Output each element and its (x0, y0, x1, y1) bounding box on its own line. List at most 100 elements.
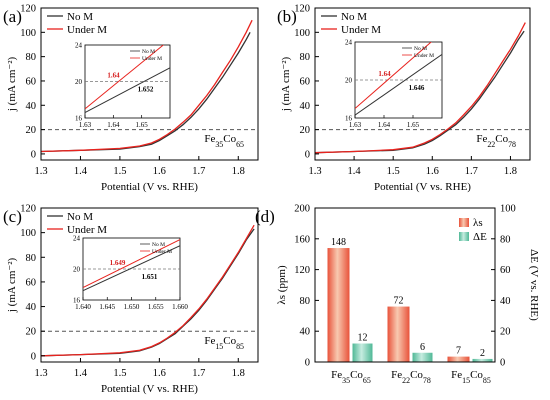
y-axis-label: j (mA cm⁻²) (280, 57, 292, 113)
y-tick-label: 0 (305, 358, 310, 369)
x-tick-label: 1.5 (113, 368, 126, 379)
y-tick-label: 0 (31, 149, 36, 160)
inset-y-tick-label: 20 (345, 77, 353, 85)
y2-tick-label: 100 (500, 204, 516, 215)
legend-swatch (459, 218, 469, 227)
legend-swatch (459, 232, 469, 241)
y-axis-label: j (mA cm⁻²) (6, 57, 18, 113)
y-tick-label: 20 (26, 327, 37, 338)
y-tick-label: 100 (20, 228, 36, 239)
inset-x-tick-label: 1.64 (378, 121, 391, 129)
panel-label: (a) (3, 7, 22, 26)
x-tick-label: 1.3 (308, 166, 321, 177)
bar-lambda-s (327, 248, 350, 362)
plot-frame (40, 207, 259, 363)
x-tick-label: 1.8 (232, 368, 245, 379)
plot-frame (314, 207, 496, 363)
inset-legend-label: No M (142, 49, 155, 55)
inset-x-tick-label: 1.65 (407, 121, 420, 129)
inset-y-tick-label: 20 (73, 266, 81, 274)
y2-tick-label: 40 (500, 296, 511, 307)
series-line-1 (40, 19, 253, 153)
y-tick-label: 80 (300, 52, 311, 63)
inset-label-no-m: 1.652 (138, 86, 154, 94)
inset-x-tick-label: 1.645 (99, 303, 115, 311)
bar-data-label: 2 (480, 348, 485, 359)
inset: 1.640 1.645 1.650 1.655 1.660 16 20 24 No MUnder… (73, 235, 188, 312)
legend-label: No M (341, 11, 367, 23)
legend-label: Under M (341, 24, 381, 36)
y-tick-label: 160 (294, 234, 310, 245)
y-tick-label: 20 (26, 125, 37, 136)
panel-0: 1.3 1.4 1.5 1.6 1.7 1.8 0 20 40 60 80 100 120 Potenti… (3, 4, 259, 193)
y-tick-label: 40 (26, 101, 37, 112)
inset-y-tick-label: 24 (73, 235, 81, 243)
y-tick-label: 80 (300, 296, 311, 307)
inset-y-tick-label: 24 (345, 39, 353, 47)
inset-label-under-m: 1.64 (107, 72, 120, 80)
series-line-1 (40, 224, 255, 357)
inset-y-tick-label: 16 (73, 297, 81, 305)
bar-delta-e (472, 358, 493, 362)
plot-frame (314, 7, 531, 161)
x-tick-label: 1.7 (465, 166, 478, 177)
y-tick-label: 80 (26, 253, 37, 264)
x-axis-label: Potential (V vs. RHE) (101, 383, 198, 395)
bar-data-label: 72 (394, 296, 404, 307)
x-axis-label: Potential (V vs. RHE) (101, 181, 198, 193)
inset-legend-label: Under M (142, 56, 162, 62)
x-axis-label: Potential (V vs. RHE) (374, 181, 471, 193)
y-tick-label: 0 (305, 149, 310, 160)
inset-series-line-0 (355, 53, 442, 116)
x-tick-label: 1.4 (74, 166, 88, 177)
bar-lambda-s (387, 306, 410, 362)
sample-label: Fe35Co65 (204, 133, 244, 149)
inset-x-tick-label: 1.65 (136, 121, 149, 129)
x-tick-label: 1.8 (232, 166, 245, 177)
inset-label-under-m: 1.649 (110, 259, 126, 267)
y-tick-label: 120 (294, 4, 310, 15)
panel-label: (b) (277, 7, 297, 26)
legend-label: ΔE (473, 231, 487, 243)
inset-series-line-0 (83, 245, 180, 292)
y-tick-label: 80 (26, 52, 37, 63)
inset-legend-label: No M (414, 46, 427, 52)
bar-delta-e (352, 343, 373, 362)
y-tick-label: 200 (294, 204, 310, 215)
inset-legend-label: Under M (414, 53, 434, 59)
series-line-1 (314, 22, 526, 154)
inset-y-tick-label: 16 (345, 115, 353, 123)
legend-label: No M (67, 211, 93, 223)
y-tick-label: 120 (294, 265, 310, 276)
y-tick-label: 20 (300, 125, 311, 136)
inset-y-tick-label: 20 (75, 78, 83, 86)
y-axis-label: j (mA cm⁻²) (6, 258, 18, 314)
y-tick-label: 40 (26, 302, 37, 313)
inset-series-line-1 (355, 42, 432, 109)
inset-label-no-m: 1.651 (142, 273, 158, 281)
panel-label: (d) (255, 207, 275, 226)
y-tick-label: 120 (20, 204, 36, 215)
category-label: Fe22Co78 (391, 369, 431, 385)
category-label: Fe15Co85 (451, 369, 491, 385)
bar-lambda-s (447, 356, 470, 362)
bar-data-label: 148 (331, 237, 346, 248)
x-tick-label: 1.8 (504, 166, 517, 177)
y-tick-label: 100 (20, 28, 36, 39)
inset-x-tick-label: 1.650 (124, 303, 140, 311)
y-tick-label: 40 (300, 327, 311, 338)
category-label: Fe35Co65 (331, 369, 371, 385)
inset-y-tick-label: 24 (75, 42, 83, 50)
legend-label: No M (67, 11, 93, 23)
inset-label-under-m: 1.64 (378, 70, 391, 78)
legend-label: λs (473, 217, 483, 229)
y2-tick-label: 60 (500, 265, 511, 276)
y-tick-label: 60 (26, 76, 37, 87)
inset-x-tick-label: 1.660 (172, 303, 188, 311)
y2-tick-label: 20 (500, 327, 511, 338)
inset-series-line-0 (85, 67, 170, 113)
inset-label-no-m: 1.646 (409, 84, 425, 92)
